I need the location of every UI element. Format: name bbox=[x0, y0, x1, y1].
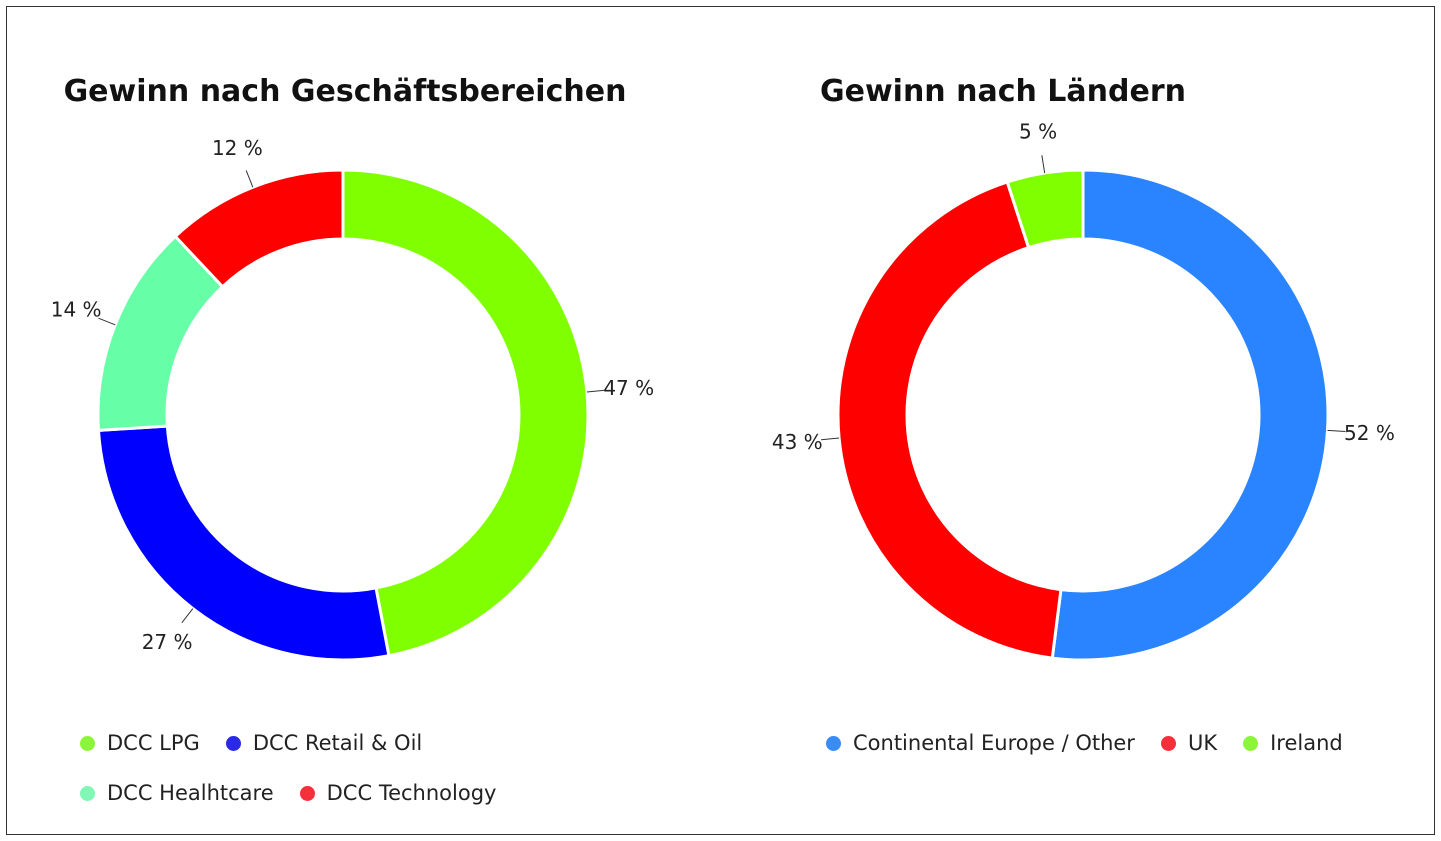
legend-dot-icon bbox=[225, 735, 241, 751]
legend-item: DCC LPG bbox=[80, 718, 200, 768]
legend-dot-icon bbox=[80, 785, 95, 801]
slice-continental-europe-other bbox=[1050, 168, 1330, 662]
data-label: 43 % bbox=[772, 430, 823, 454]
chart-title-2: Gewinn nach Ländern bbox=[820, 74, 1186, 109]
legend-dot-icon bbox=[826, 735, 841, 751]
chart-title-1: Gewinn nach Geschäftsbereichen bbox=[64, 74, 627, 109]
frame bbox=[6, 6, 1435, 835]
data-label: 12 % bbox=[212, 136, 263, 160]
legend-dot-icon bbox=[299, 785, 315, 801]
legend-item: DCC Healhtcare bbox=[80, 768, 274, 818]
slice-ireland bbox=[1005, 168, 1085, 250]
legend-item: UK bbox=[1160, 718, 1218, 768]
data-label: 52 % bbox=[1344, 421, 1395, 445]
legend-label: DCC LPG bbox=[107, 731, 200, 755]
legend-label: DCC Technology bbox=[326, 781, 497, 805]
legend-label: DCC Healhtcare bbox=[107, 781, 274, 805]
slice-dcc-lpg bbox=[341, 168, 590, 658]
leader-line bbox=[821, 437, 840, 441]
legend-item: Ireland bbox=[1243, 718, 1343, 768]
legend-item: DCC Technology bbox=[299, 768, 497, 818]
data-label: 47 % bbox=[603, 376, 654, 400]
slice-dcc-retail-oil bbox=[96, 424, 391, 662]
data-label: 27 % bbox=[142, 630, 193, 654]
legend-1: DCC LPG DCC Retail & Oil DCC Healhtcare DCC… bbox=[80, 718, 640, 818]
leader-line bbox=[586, 389, 605, 393]
legend-label: Ireland bbox=[1270, 731, 1343, 755]
leader-line bbox=[1041, 155, 1046, 174]
data-label: 5 % bbox=[1019, 120, 1057, 144]
leader-line bbox=[181, 608, 194, 624]
leader-line bbox=[98, 317, 116, 326]
legend-dot-icon bbox=[80, 735, 95, 751]
leader-line bbox=[1327, 429, 1346, 433]
legend-item: DCC Retail & Oil bbox=[225, 718, 423, 768]
legend-2: Continental Europe / Other UK Ireland bbox=[826, 718, 1386, 768]
legend-label: UK bbox=[1187, 731, 1218, 755]
data-label: 14 % bbox=[51, 297, 102, 321]
legend-item: Continental Europe / Other bbox=[826, 718, 1135, 768]
legend-label: Continental Europe / Other bbox=[853, 731, 1135, 755]
slice-dcc-technology bbox=[173, 168, 345, 289]
legend-label: DCC Retail & Oil bbox=[252, 731, 423, 755]
leader-line bbox=[245, 170, 254, 188]
legend-dot-icon bbox=[1243, 735, 1259, 751]
legend-dot-icon bbox=[1160, 735, 1176, 751]
slice-uk bbox=[836, 180, 1063, 660]
